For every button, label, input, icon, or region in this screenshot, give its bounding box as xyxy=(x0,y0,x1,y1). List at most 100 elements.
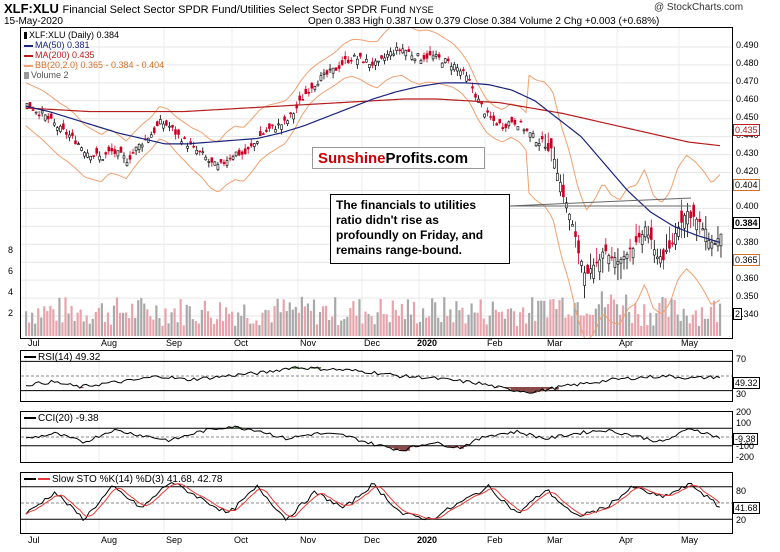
candle xyxy=(256,141,259,144)
volume-bar xyxy=(425,317,428,336)
volume-bar xyxy=(194,320,197,336)
volume-bar xyxy=(146,309,149,336)
oversold-fill xyxy=(494,387,499,388)
candle xyxy=(156,121,159,126)
rsi-line-icon xyxy=(24,356,36,359)
volume-bar xyxy=(134,317,137,336)
candle xyxy=(171,124,174,128)
price-tick: 0.450 xyxy=(736,111,759,122)
candle xyxy=(710,241,714,249)
candle xyxy=(562,184,565,198)
volume-bar xyxy=(467,314,470,336)
candle xyxy=(259,131,262,137)
volume-bar xyxy=(343,319,346,336)
volume-bar xyxy=(294,306,297,336)
sto-panel[interactable]: Slow STO %K(14) %D(3) 41.68, 42.78 xyxy=(20,472,733,534)
candle xyxy=(110,147,114,152)
volume-bar xyxy=(125,312,128,336)
candle xyxy=(522,129,526,132)
ma200-box: 0.435 xyxy=(733,124,760,136)
candle xyxy=(52,122,56,126)
oversold-fill xyxy=(504,387,509,388)
x-axis-label: Nov xyxy=(300,535,317,545)
volume-bar xyxy=(143,303,146,336)
candle xyxy=(701,228,705,231)
copyright: @ StockCharts.com xyxy=(654,2,744,13)
volume-bar xyxy=(515,325,519,336)
candle xyxy=(319,75,323,81)
candle xyxy=(86,152,89,158)
volume-bar xyxy=(555,309,558,336)
volume-bar xyxy=(567,314,570,336)
volume-bar xyxy=(46,311,49,336)
volume-bar xyxy=(667,316,670,336)
candle xyxy=(283,116,286,121)
candle xyxy=(634,236,638,243)
volume-bar xyxy=(537,300,540,336)
candle xyxy=(65,131,68,135)
volume-bar xyxy=(197,323,200,336)
volume-bar xyxy=(697,325,700,336)
oversold-fill xyxy=(529,387,534,394)
price-panel[interactable]: XLF:XLU (Daily) 0.384 MA(50) 0.381 MA(20… xyxy=(20,27,733,339)
volume-bar xyxy=(176,322,179,336)
cci-panel[interactable]: CCI(20) -9.38 xyxy=(20,411,733,463)
candle xyxy=(286,120,289,124)
rsi-panel[interactable]: RSI(14) 49.32 xyxy=(20,350,733,402)
volume-bar xyxy=(503,318,507,336)
candle xyxy=(398,49,402,52)
volume-bar xyxy=(594,308,597,336)
sto-chart-svg xyxy=(21,473,732,533)
candle xyxy=(149,134,153,138)
candle xyxy=(113,149,117,154)
volume-bar xyxy=(397,315,400,336)
candle xyxy=(34,111,38,114)
candle xyxy=(395,46,399,51)
volume-bar xyxy=(325,305,328,336)
volume-bar xyxy=(261,312,264,336)
candle xyxy=(346,59,350,64)
volume-bar xyxy=(661,297,664,336)
volume-bar xyxy=(485,324,488,336)
volume-bar xyxy=(676,314,679,336)
candle xyxy=(216,164,220,170)
chart-title: XLF:XLU Financial Select Sector SPDR Fun… xyxy=(4,1,434,16)
oversold-fill xyxy=(444,445,448,447)
volume-bar xyxy=(337,324,340,336)
volume-bar xyxy=(609,294,613,336)
oversold-fill xyxy=(393,445,398,451)
volume-bar xyxy=(209,317,213,336)
volume-bar xyxy=(300,296,303,336)
candle xyxy=(452,64,456,71)
price-tick: 0.420 xyxy=(736,165,759,176)
candle xyxy=(122,155,126,159)
volume-bar xyxy=(73,320,76,336)
candle xyxy=(325,70,329,75)
volume-bar xyxy=(470,303,473,336)
candle xyxy=(362,61,365,64)
candle xyxy=(210,157,214,163)
ohlc-readout: Open 0.383 High 0.387 Low 0.379 Close 0.… xyxy=(308,16,660,27)
candle xyxy=(489,116,492,118)
volume-bar xyxy=(334,297,337,336)
volume-bar xyxy=(382,313,385,336)
symbol-description: Financial Select Sector SPDR Fund/Utilit… xyxy=(62,4,406,16)
candle xyxy=(719,233,723,247)
volume-bar xyxy=(379,298,382,336)
legend-item-bb: BB(20,2.0) 0.365 - 0.384 - 0.404 xyxy=(24,60,164,70)
candle xyxy=(531,133,535,138)
candle xyxy=(374,60,377,66)
volume-bar xyxy=(440,322,443,336)
volume-bar xyxy=(85,315,88,336)
candle xyxy=(434,54,438,57)
candle xyxy=(71,132,74,136)
volume-tick: 6 xyxy=(8,266,14,276)
candle xyxy=(252,143,256,147)
volume-bar xyxy=(606,304,610,336)
oversold-fill xyxy=(536,387,540,392)
volume-bar xyxy=(531,297,534,336)
candle xyxy=(74,140,77,145)
candle xyxy=(689,211,692,219)
volume-bar xyxy=(191,319,194,336)
candle xyxy=(537,143,541,147)
